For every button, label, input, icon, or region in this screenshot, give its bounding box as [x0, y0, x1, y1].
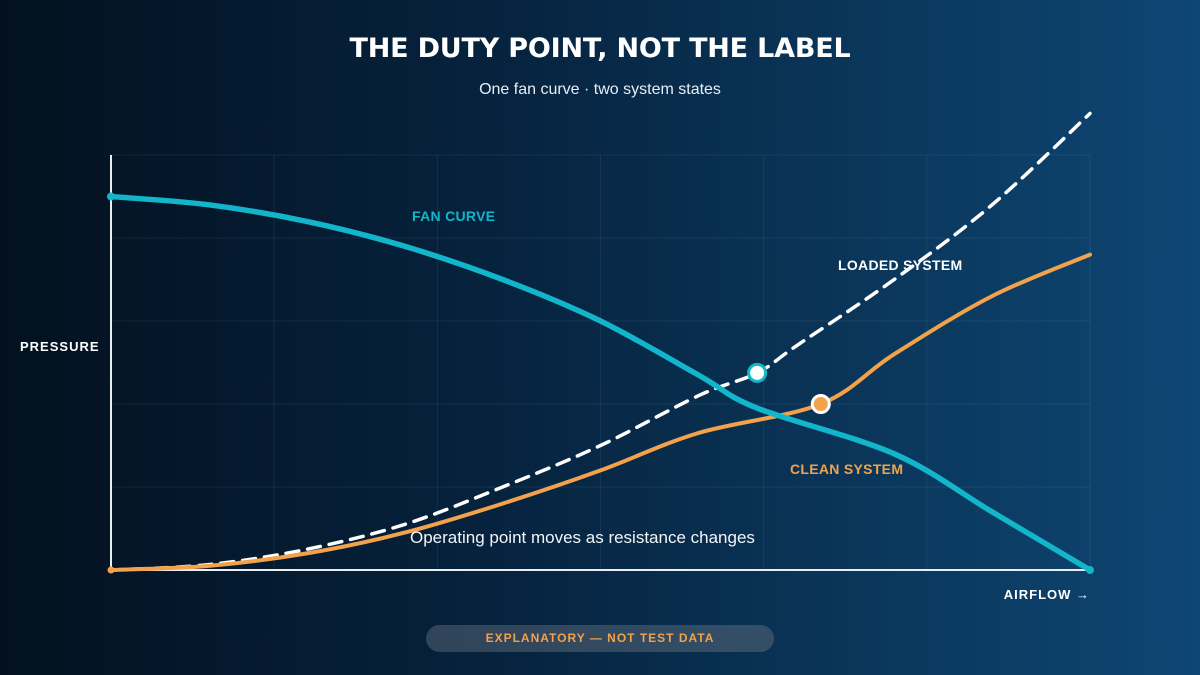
chart-title: THE DUTY POINT, NOT THE LABEL	[349, 33, 851, 64]
series-label-fan-curve: FAN CURVE	[412, 208, 496, 224]
chart-subtitle: One fan curve · two system states	[479, 81, 721, 98]
fan-curve-end-point	[1086, 566, 1094, 574]
fan-curve-endpoints	[107, 192, 1094, 574]
duty-points	[747, 362, 831, 414]
chart-annotation: Operating point moves as resistance chan…	[410, 528, 755, 547]
series-line-loaded-system	[109, 111, 1092, 572]
axes	[110, 155, 1090, 571]
series-line-clean-system	[109, 252, 1092, 572]
series-label-clean-system: CLEAN SYSTEM	[790, 461, 904, 477]
duty-point-clean-system	[810, 394, 831, 414]
series-label-loaded-system: LOADED SYSTEM	[838, 257, 963, 273]
y-axis-label: PRESSURE	[20, 339, 100, 354]
fan-curve-start-point	[107, 192, 115, 201]
duty-point-loaded-system	[747, 362, 768, 383]
series-line-fan-curve	[108, 193, 1093, 573]
grid-lines	[111, 154, 1091, 570]
system-curve-origin-point	[107, 566, 115, 574]
x-axis-label: AIRFLOW →	[1003, 587, 1090, 602]
footnote-badge: EXPLANATORY — NOT TEST DATA	[426, 625, 774, 652]
